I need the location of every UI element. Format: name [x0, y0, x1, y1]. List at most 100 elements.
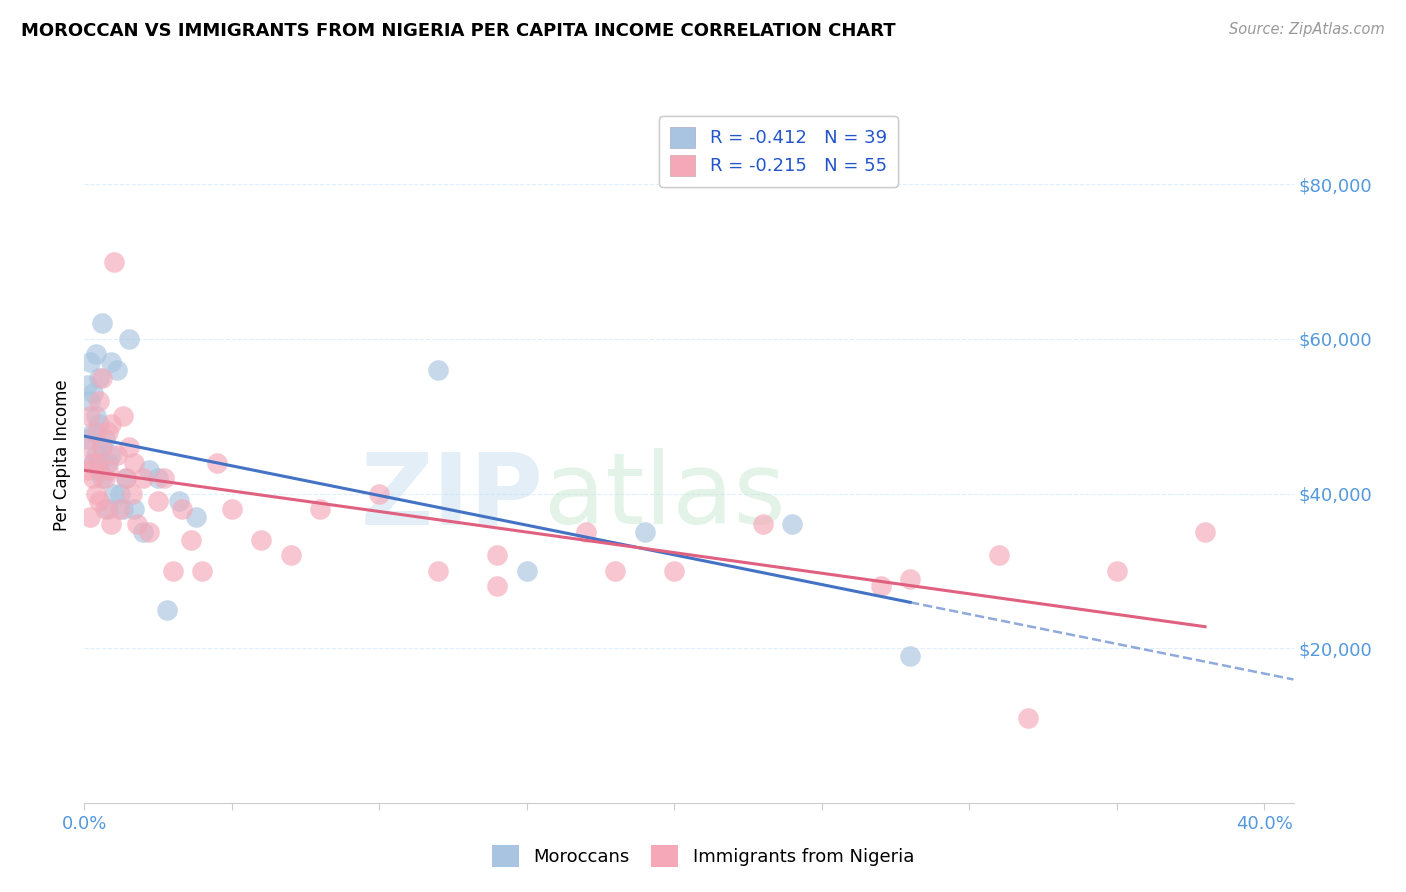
Point	[82, 386, 104, 401]
Point	[486, 549, 509, 563]
Point	[108, 502, 131, 516]
Point	[132, 471, 155, 485]
Point	[309, 502, 332, 516]
Point	[76, 433, 98, 447]
Point	[111, 502, 134, 516]
Point	[191, 564, 214, 578]
Point	[87, 463, 110, 477]
Text: ZIP: ZIP	[361, 448, 544, 545]
Point	[87, 494, 110, 508]
Point	[605, 564, 627, 578]
Point	[97, 425, 120, 439]
Point	[205, 456, 228, 470]
Point	[427, 564, 450, 578]
Point	[780, 517, 803, 532]
Legend: R = -0.412   N = 39, R = -0.215   N = 55: R = -0.412 N = 39, R = -0.215 N = 55	[659, 116, 897, 186]
Point	[664, 564, 686, 578]
Point	[898, 572, 921, 586]
Point	[138, 463, 160, 477]
Point	[103, 254, 125, 268]
Point	[114, 471, 136, 485]
Point	[91, 440, 114, 454]
Point	[186, 509, 208, 524]
Point	[987, 549, 1010, 563]
Point	[1105, 564, 1128, 578]
Point	[82, 425, 104, 439]
Point	[79, 509, 101, 524]
Point	[575, 525, 598, 540]
Point	[100, 517, 122, 532]
Point	[153, 471, 176, 485]
Legend: Moroccans, Immigrants from Nigeria: Moroccans, Immigrants from Nigeria	[485, 838, 921, 874]
Point	[167, 494, 190, 508]
Point	[91, 317, 114, 331]
Point	[132, 525, 155, 540]
Point	[82, 456, 104, 470]
Point	[94, 433, 117, 447]
Point	[87, 417, 110, 431]
Point	[180, 533, 202, 547]
Point	[79, 393, 101, 408]
Point	[751, 517, 773, 532]
Point	[146, 471, 169, 485]
Point	[124, 502, 146, 516]
Point	[138, 525, 160, 540]
Point	[84, 486, 107, 500]
Point	[368, 486, 391, 500]
Point	[105, 448, 128, 462]
Point	[898, 648, 921, 663]
Point	[221, 502, 243, 516]
Point	[94, 471, 117, 485]
Point	[250, 533, 273, 547]
Point	[117, 332, 139, 346]
Point	[97, 502, 120, 516]
Point	[103, 486, 125, 500]
Point	[84, 409, 107, 424]
Point	[108, 486, 131, 500]
Point	[87, 393, 110, 408]
Text: atlas: atlas	[544, 448, 786, 545]
Point	[170, 502, 193, 516]
Point	[486, 579, 509, 593]
Point	[111, 409, 134, 424]
Point	[127, 517, 149, 532]
Point	[121, 486, 143, 500]
Point	[114, 471, 136, 485]
Point	[124, 456, 146, 470]
Text: Source: ZipAtlas.com: Source: ZipAtlas.com	[1229, 22, 1385, 37]
Point	[79, 409, 101, 424]
Point	[94, 502, 117, 516]
Point	[105, 363, 128, 377]
Point	[76, 463, 98, 477]
Y-axis label: Per Capita Income: Per Capita Income	[53, 379, 72, 531]
Point	[97, 463, 120, 477]
Point	[100, 355, 122, 369]
Point	[1194, 525, 1216, 540]
Point	[146, 494, 169, 508]
Point	[76, 440, 98, 454]
Point	[869, 579, 891, 593]
Point	[427, 363, 450, 377]
Point	[634, 525, 657, 540]
Point	[84, 347, 107, 361]
Point	[156, 602, 179, 616]
Point	[76, 378, 98, 392]
Point	[87, 370, 110, 384]
Point	[84, 425, 107, 439]
Point	[280, 549, 302, 563]
Point	[100, 448, 122, 462]
Point	[100, 417, 122, 431]
Point	[1017, 711, 1039, 725]
Point	[84, 448, 107, 462]
Text: MOROCCAN VS IMMIGRANTS FROM NIGERIA PER CAPITA INCOME CORRELATION CHART: MOROCCAN VS IMMIGRANTS FROM NIGERIA PER …	[21, 22, 896, 40]
Point	[79, 355, 101, 369]
Point	[82, 456, 104, 470]
Point	[87, 456, 110, 470]
Point	[97, 456, 120, 470]
Point	[91, 370, 114, 384]
Point	[82, 471, 104, 485]
Point	[91, 440, 114, 454]
Point	[117, 440, 139, 454]
Point	[162, 564, 184, 578]
Point	[91, 471, 114, 485]
